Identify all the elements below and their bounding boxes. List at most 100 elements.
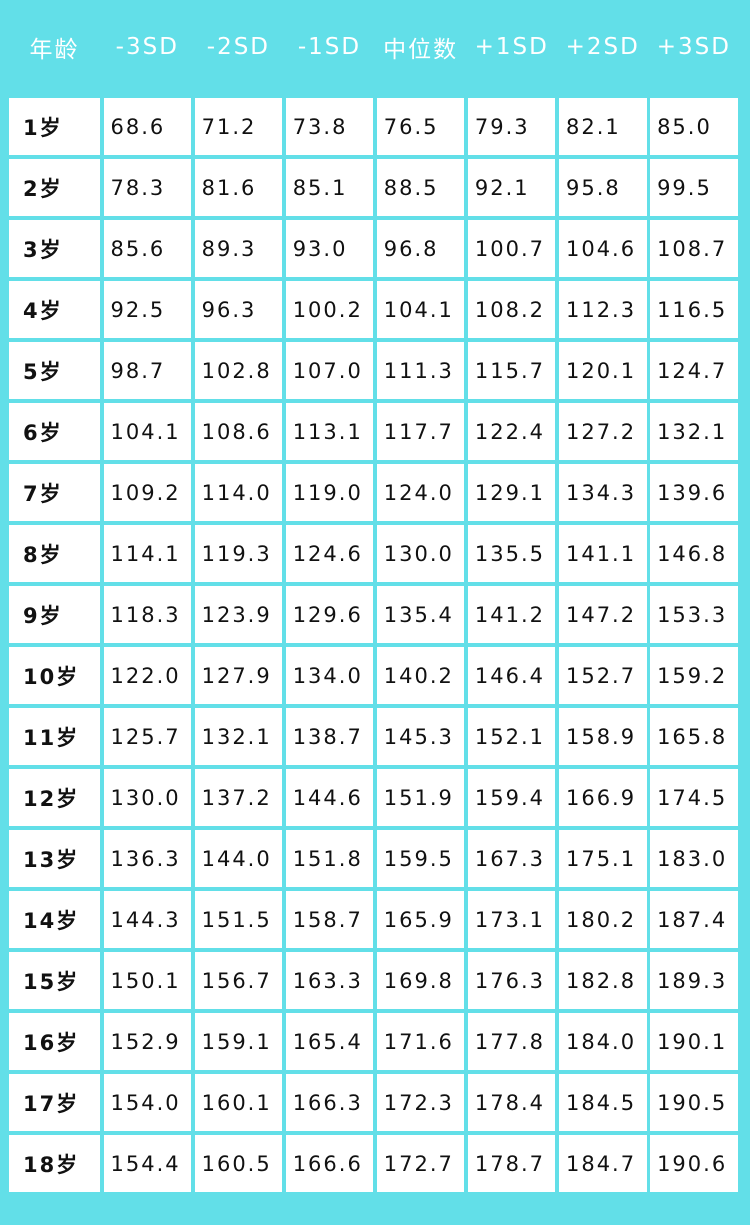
table-cell: 127.9 [194,647,283,704]
table-cell: 88.5 [376,159,465,216]
table-cell: 127.2 [558,403,647,460]
age-cell: 18岁 [9,1135,100,1192]
table-cell: 118.3 [103,586,192,643]
table-cell: 78.3 [103,159,192,216]
column-header: +3SD [650,0,738,94]
table-cell: 135.5 [467,525,556,582]
column-header: +1SD [467,0,556,94]
age-cell: 12岁 [9,769,100,826]
age-cell: 13岁 [9,830,100,887]
table-cell: 165.4 [285,1013,374,1070]
table-cell: 85.6 [103,220,192,277]
age-cell: 8岁 [9,525,100,582]
age-cell: 7岁 [9,464,100,521]
table-cell: 129.6 [285,586,374,643]
age-cell: 17岁 [9,1074,100,1131]
table-cell: 122.4 [467,403,556,460]
table-cell: 167.3 [467,830,556,887]
table-cell: 124.7 [650,342,738,399]
table-cell: 93.0 [285,220,374,277]
table-cell: 114.0 [194,464,283,521]
table-cell: 184.0 [558,1013,647,1070]
table-cell: 85.0 [650,98,738,155]
table-cell: 92.5 [103,281,192,338]
table-cell: 141.1 [558,525,647,582]
table-cell: 151.5 [194,891,283,948]
table-cell: 130.0 [376,525,465,582]
age-cell: 6岁 [9,403,100,460]
table-cell: 144.3 [103,891,192,948]
table-cell: 182.8 [558,952,647,1009]
age-cell: 5岁 [9,342,100,399]
table-cell: 166.9 [558,769,647,826]
table-cell: 152.1 [467,708,556,765]
table-cell: 119.3 [194,525,283,582]
table-cell: 159.1 [194,1013,283,1070]
table-cell: 132.1 [194,708,283,765]
column-header: 中位数 [376,0,465,94]
age-cell: 11岁 [9,708,100,765]
table-cell: 159.5 [376,830,465,887]
table-cell: 146.8 [650,525,738,582]
table-cell: 176.3 [467,952,556,1009]
age-cell: 15岁 [9,952,100,1009]
column-header: 年龄 [9,0,100,94]
table-cell: 123.9 [194,586,283,643]
table-cell: 71.2 [194,98,283,155]
table-cell: 102.8 [194,342,283,399]
table-cell: 108.7 [650,220,738,277]
table-cell: 96.8 [376,220,465,277]
table-cell: 119.0 [285,464,374,521]
column-header: -3SD [103,0,192,94]
age-cell: 4岁 [9,281,100,338]
table-cell: 100.7 [467,220,556,277]
table-cell: 89.3 [194,220,283,277]
table-cell: 146.4 [467,647,556,704]
table-cell: 154.4 [103,1135,192,1192]
table-cell: 141.2 [467,586,556,643]
table-cell: 153.3 [650,586,738,643]
table-cell: 135.4 [376,586,465,643]
table-cell: 130.0 [103,769,192,826]
table-cell: 172.7 [376,1135,465,1192]
age-cell: 1岁 [9,98,100,155]
table-cell: 115.7 [467,342,556,399]
table-cell: 96.3 [194,281,283,338]
table-cell: 104.6 [558,220,647,277]
column-header: +2SD [558,0,647,94]
table-cell: 114.1 [103,525,192,582]
table-cell: 145.3 [376,708,465,765]
table-cell: 144.6 [285,769,374,826]
column-header: -1SD [285,0,374,94]
table-cell: 117.7 [376,403,465,460]
table-cell: 183.0 [650,830,738,887]
age-cell: 2岁 [9,159,100,216]
table-cell: 124.6 [285,525,374,582]
column-header: -2SD [194,0,283,94]
table-cell: 158.9 [558,708,647,765]
table-cell: 158.7 [285,891,374,948]
table-cell: 139.6 [650,464,738,521]
table-cell: 99.5 [650,159,738,216]
table-cell: 144.0 [194,830,283,887]
table-cell: 137.2 [194,769,283,826]
table-cell: 156.7 [194,952,283,1009]
table-cell: 136.3 [103,830,192,887]
table-cell: 190.1 [650,1013,738,1070]
table-cell: 165.9 [376,891,465,948]
table-cell: 163.3 [285,952,374,1009]
table-cell: 113.1 [285,403,374,460]
table-cell: 159.4 [467,769,556,826]
table-cell: 122.0 [103,647,192,704]
table-cell: 173.1 [467,891,556,948]
table-cell: 81.6 [194,159,283,216]
table-cell: 169.8 [376,952,465,1009]
table-cell: 152.9 [103,1013,192,1070]
growth-table: 年龄 -3SD -2SD -1SD 中位数 +1SD +2SD +3SD 1岁 68.6 71.2 7… [9,0,738,1192]
table-cell: 79.3 [467,98,556,155]
table-cell: 132.1 [650,403,738,460]
table-cell: 76.5 [376,98,465,155]
table-cell: 159.2 [650,647,738,704]
table-cell: 112.3 [558,281,647,338]
table-cell: 152.7 [558,647,647,704]
